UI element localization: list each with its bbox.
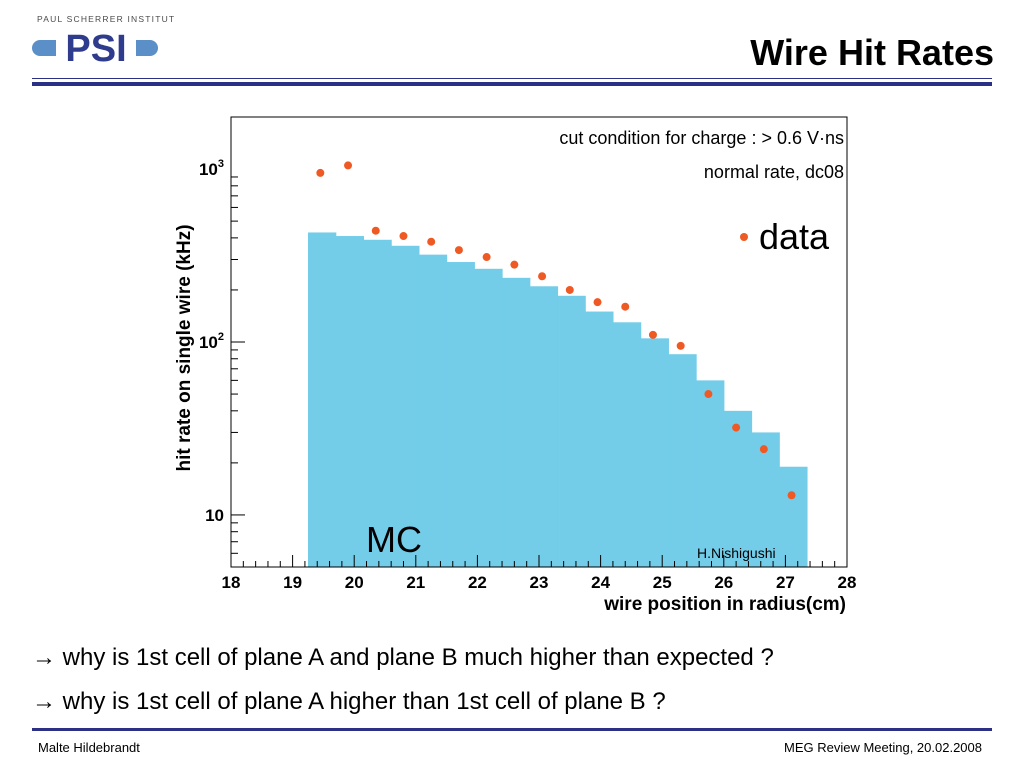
- mc-label: MC: [366, 519, 422, 560]
- x-tick-label: 25: [653, 573, 672, 592]
- data-point: [371, 226, 380, 235]
- data-point: [316, 168, 325, 177]
- data-point: [732, 423, 741, 432]
- y-tick-label: 103: [199, 158, 224, 179]
- data-point: [454, 246, 463, 255]
- x-tick-label: 23: [530, 573, 549, 592]
- mc-bar: [723, 410, 753, 567]
- footer-event: MEG Review Meeting, 20.02.2008: [784, 740, 982, 755]
- y-tick-label: 102: [199, 331, 224, 352]
- data-point: [704, 390, 713, 399]
- mc-bar: [585, 311, 614, 567]
- mc-bar: [668, 354, 697, 567]
- x-tick-label: 19: [283, 573, 302, 592]
- x-tick-label: 22: [468, 573, 487, 592]
- chart-svg: 18 19 20 21 22 23 24 25 26 27 28 10 102 103 wire pos…: [174, 116, 857, 615]
- mc-bar: [335, 236, 365, 568]
- data-point: [676, 341, 685, 350]
- header-rule: [32, 82, 992, 86]
- footer-author: Malte Hildebrandt: [38, 740, 140, 755]
- y-axis-label: hit rate on single wire (kHz): [174, 224, 195, 471]
- rate-label: normal rate, dc08: [704, 162, 844, 182]
- mc-histogram: [308, 232, 808, 568]
- x-tick-label: 18: [222, 573, 241, 592]
- mc-bar: [474, 268, 503, 567]
- slide-title: Wire Hit Rates: [750, 32, 994, 73]
- x-tick-label: 21: [406, 573, 425, 592]
- logo-org-name: PAUL SCHERRER INSTITUT: [37, 14, 176, 24]
- mc-bar: [529, 286, 559, 567]
- bullet-item: → why is 1st cell of plane A higher than…: [32, 688, 666, 715]
- legend-data-marker: [740, 233, 748, 241]
- bullet-list: → why is 1st cell of plane A and plane B…: [32, 640, 992, 728]
- data-point: [510, 260, 519, 269]
- data-point: [621, 302, 630, 311]
- mc-bar: [557, 295, 586, 567]
- data-point: [399, 232, 408, 241]
- mc-bar: [640, 338, 669, 567]
- mc-bar: [363, 239, 392, 567]
- mc-bar: [696, 380, 725, 567]
- y-tick-labels: 10 102 103: [199, 158, 224, 525]
- data-point: [759, 445, 768, 454]
- mc-bar: [612, 322, 642, 567]
- data-point: [787, 491, 796, 500]
- mc-bar: [779, 466, 808, 567]
- header-rule-thin: [32, 78, 992, 79]
- axis-ticks: [230, 176, 848, 568]
- x-axis-label: wire position in radius(cm): [603, 594, 846, 615]
- mc-bar: [391, 245, 420, 568]
- credit-label: H.Nishigushi: [697, 545, 776, 561]
- data-point: [648, 330, 657, 339]
- mc-bar: [502, 277, 531, 567]
- data-points: [316, 161, 796, 500]
- data-point: [593, 298, 602, 307]
- mc-bar: [418, 254, 448, 568]
- psi-logo-mark: PSI: [32, 28, 158, 68]
- data-point: [344, 161, 353, 170]
- logo-text: PSI: [65, 28, 126, 68]
- y-tick-label: 10: [205, 506, 224, 525]
- mc-bar: [446, 262, 475, 567]
- x-tick-labels: 18 19 20 21 22 23 24 25 26 27 28: [222, 573, 857, 592]
- x-tick-label: 24: [591, 573, 610, 592]
- bullet-item: → why is 1st cell of plane A and plane B…: [32, 644, 774, 671]
- mc-bar: [308, 232, 337, 567]
- chart: 18 19 20 21 22 23 24 25 26 27 28 10 102 103 wire pos…: [160, 105, 880, 620]
- cut-condition-label: cut condition for charge : > 0.6 V·ns: [559, 128, 844, 148]
- data-point: [482, 253, 491, 262]
- x-tick-label: 27: [776, 573, 795, 592]
- legend-data-label: data: [759, 216, 830, 257]
- x-tick-label: 28: [838, 573, 857, 592]
- mc-bar: [751, 432, 780, 567]
- psi-logo: PAUL SCHERRER INSTITUT PSI: [32, 14, 174, 68]
- data-point: [427, 237, 436, 246]
- x-tick-label: 26: [714, 573, 733, 592]
- footer-rule: [32, 728, 992, 731]
- data-point: [538, 272, 547, 281]
- x-tick-label: 20: [345, 573, 364, 592]
- data-point: [565, 285, 574, 294]
